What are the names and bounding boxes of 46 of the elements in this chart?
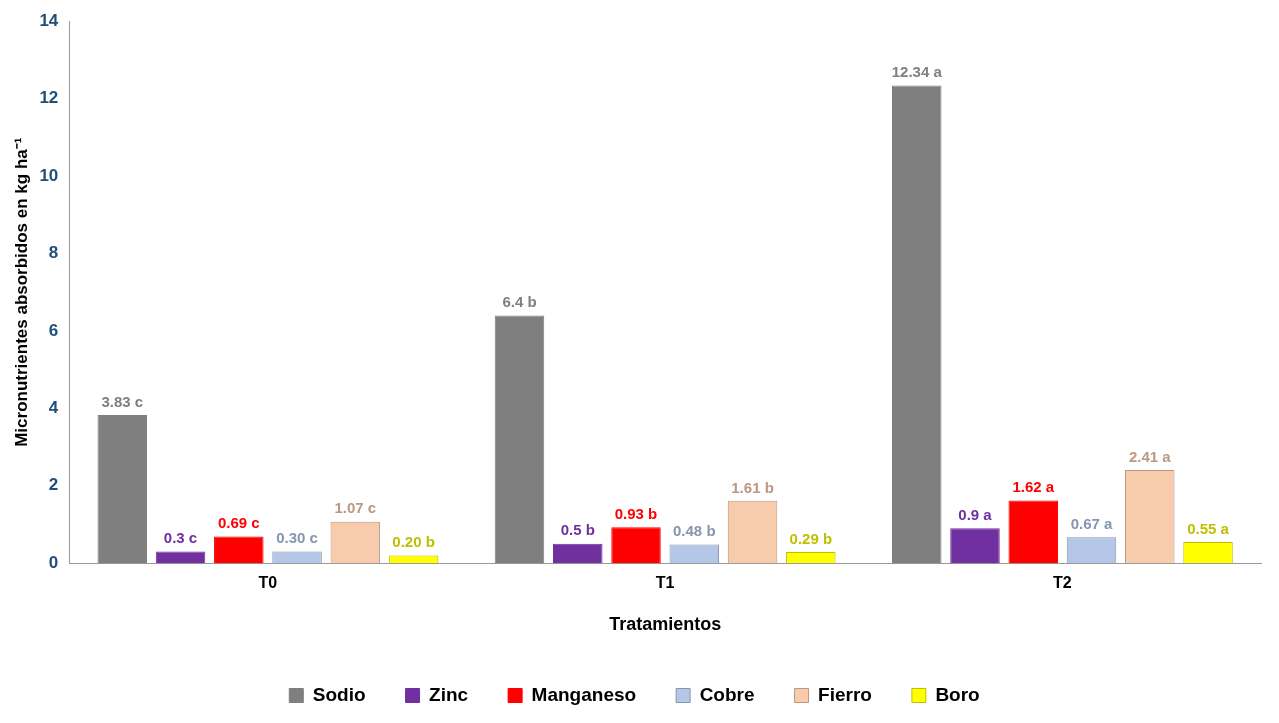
data-label: 0.67 a — [1070, 514, 1114, 532]
legend-label: Cobre — [699, 683, 755, 705]
bar — [1008, 500, 1059, 564]
bar — [891, 85, 942, 564]
bar — [97, 414, 148, 564]
data-label: 3.83 c — [101, 392, 144, 410]
legend-label: Zinc — [429, 683, 469, 705]
y-tick-label: 12 — [39, 88, 59, 108]
data-label: 1.61 b — [731, 478, 774, 496]
data-label: 0.20 b — [392, 533, 435, 551]
y-axis-title: Micronutrientes absorbidos en kg ha⁻¹ — [11, 137, 31, 447]
y-tick-label: 0 — [48, 552, 59, 572]
data-label: 12.34 a — [891, 63, 943, 81]
data-label: 0.3 c — [163, 529, 198, 547]
data-label: 0.30 c — [276, 529, 318, 547]
bar — [553, 543, 603, 564]
x-tick-label: T1 — [655, 574, 675, 592]
x-tick-label: T0 — [258, 574, 278, 592]
data-label: 2.41 a — [1128, 447, 1172, 465]
bar — [214, 536, 264, 564]
y-tick-label: 6 — [48, 320, 59, 340]
data-label: 0.9 a — [958, 506, 993, 523]
bar — [950, 528, 1000, 564]
legend-label: Manganeso — [531, 683, 637, 705]
y-tick-label: 4 — [48, 398, 59, 418]
data-label: 0.69 c — [217, 514, 260, 532]
bar — [155, 551, 206, 564]
legend-label: Fierro — [818, 683, 872, 705]
data-label: 0.55 a — [1187, 519, 1230, 537]
data-label: 0.29 b — [789, 529, 833, 547]
y-tick-label: 14 — [39, 10, 59, 30]
data-label: 0.5 b — [560, 521, 595, 539]
x-axis-title: Tratamientos — [609, 614, 722, 635]
legend-label: Sodio — [312, 683, 366, 705]
bar — [494, 315, 545, 564]
data-label: 0.93 b — [614, 504, 658, 522]
y-tick-label: 2 — [48, 475, 59, 495]
y-tick-label: 8 — [48, 243, 59, 263]
data-label: 0.48 b — [673, 522, 716, 540]
bar — [611, 527, 661, 564]
y-tick-label: 10 — [39, 165, 59, 185]
data-label: 1.07 c — [334, 499, 377, 517]
x-tick-label: T2 — [1053, 574, 1072, 592]
legend-label: Boro — [935, 683, 980, 705]
data-label: 1.62 a — [1012, 478, 1055, 496]
data-label: 6.4 b — [502, 293, 537, 311]
